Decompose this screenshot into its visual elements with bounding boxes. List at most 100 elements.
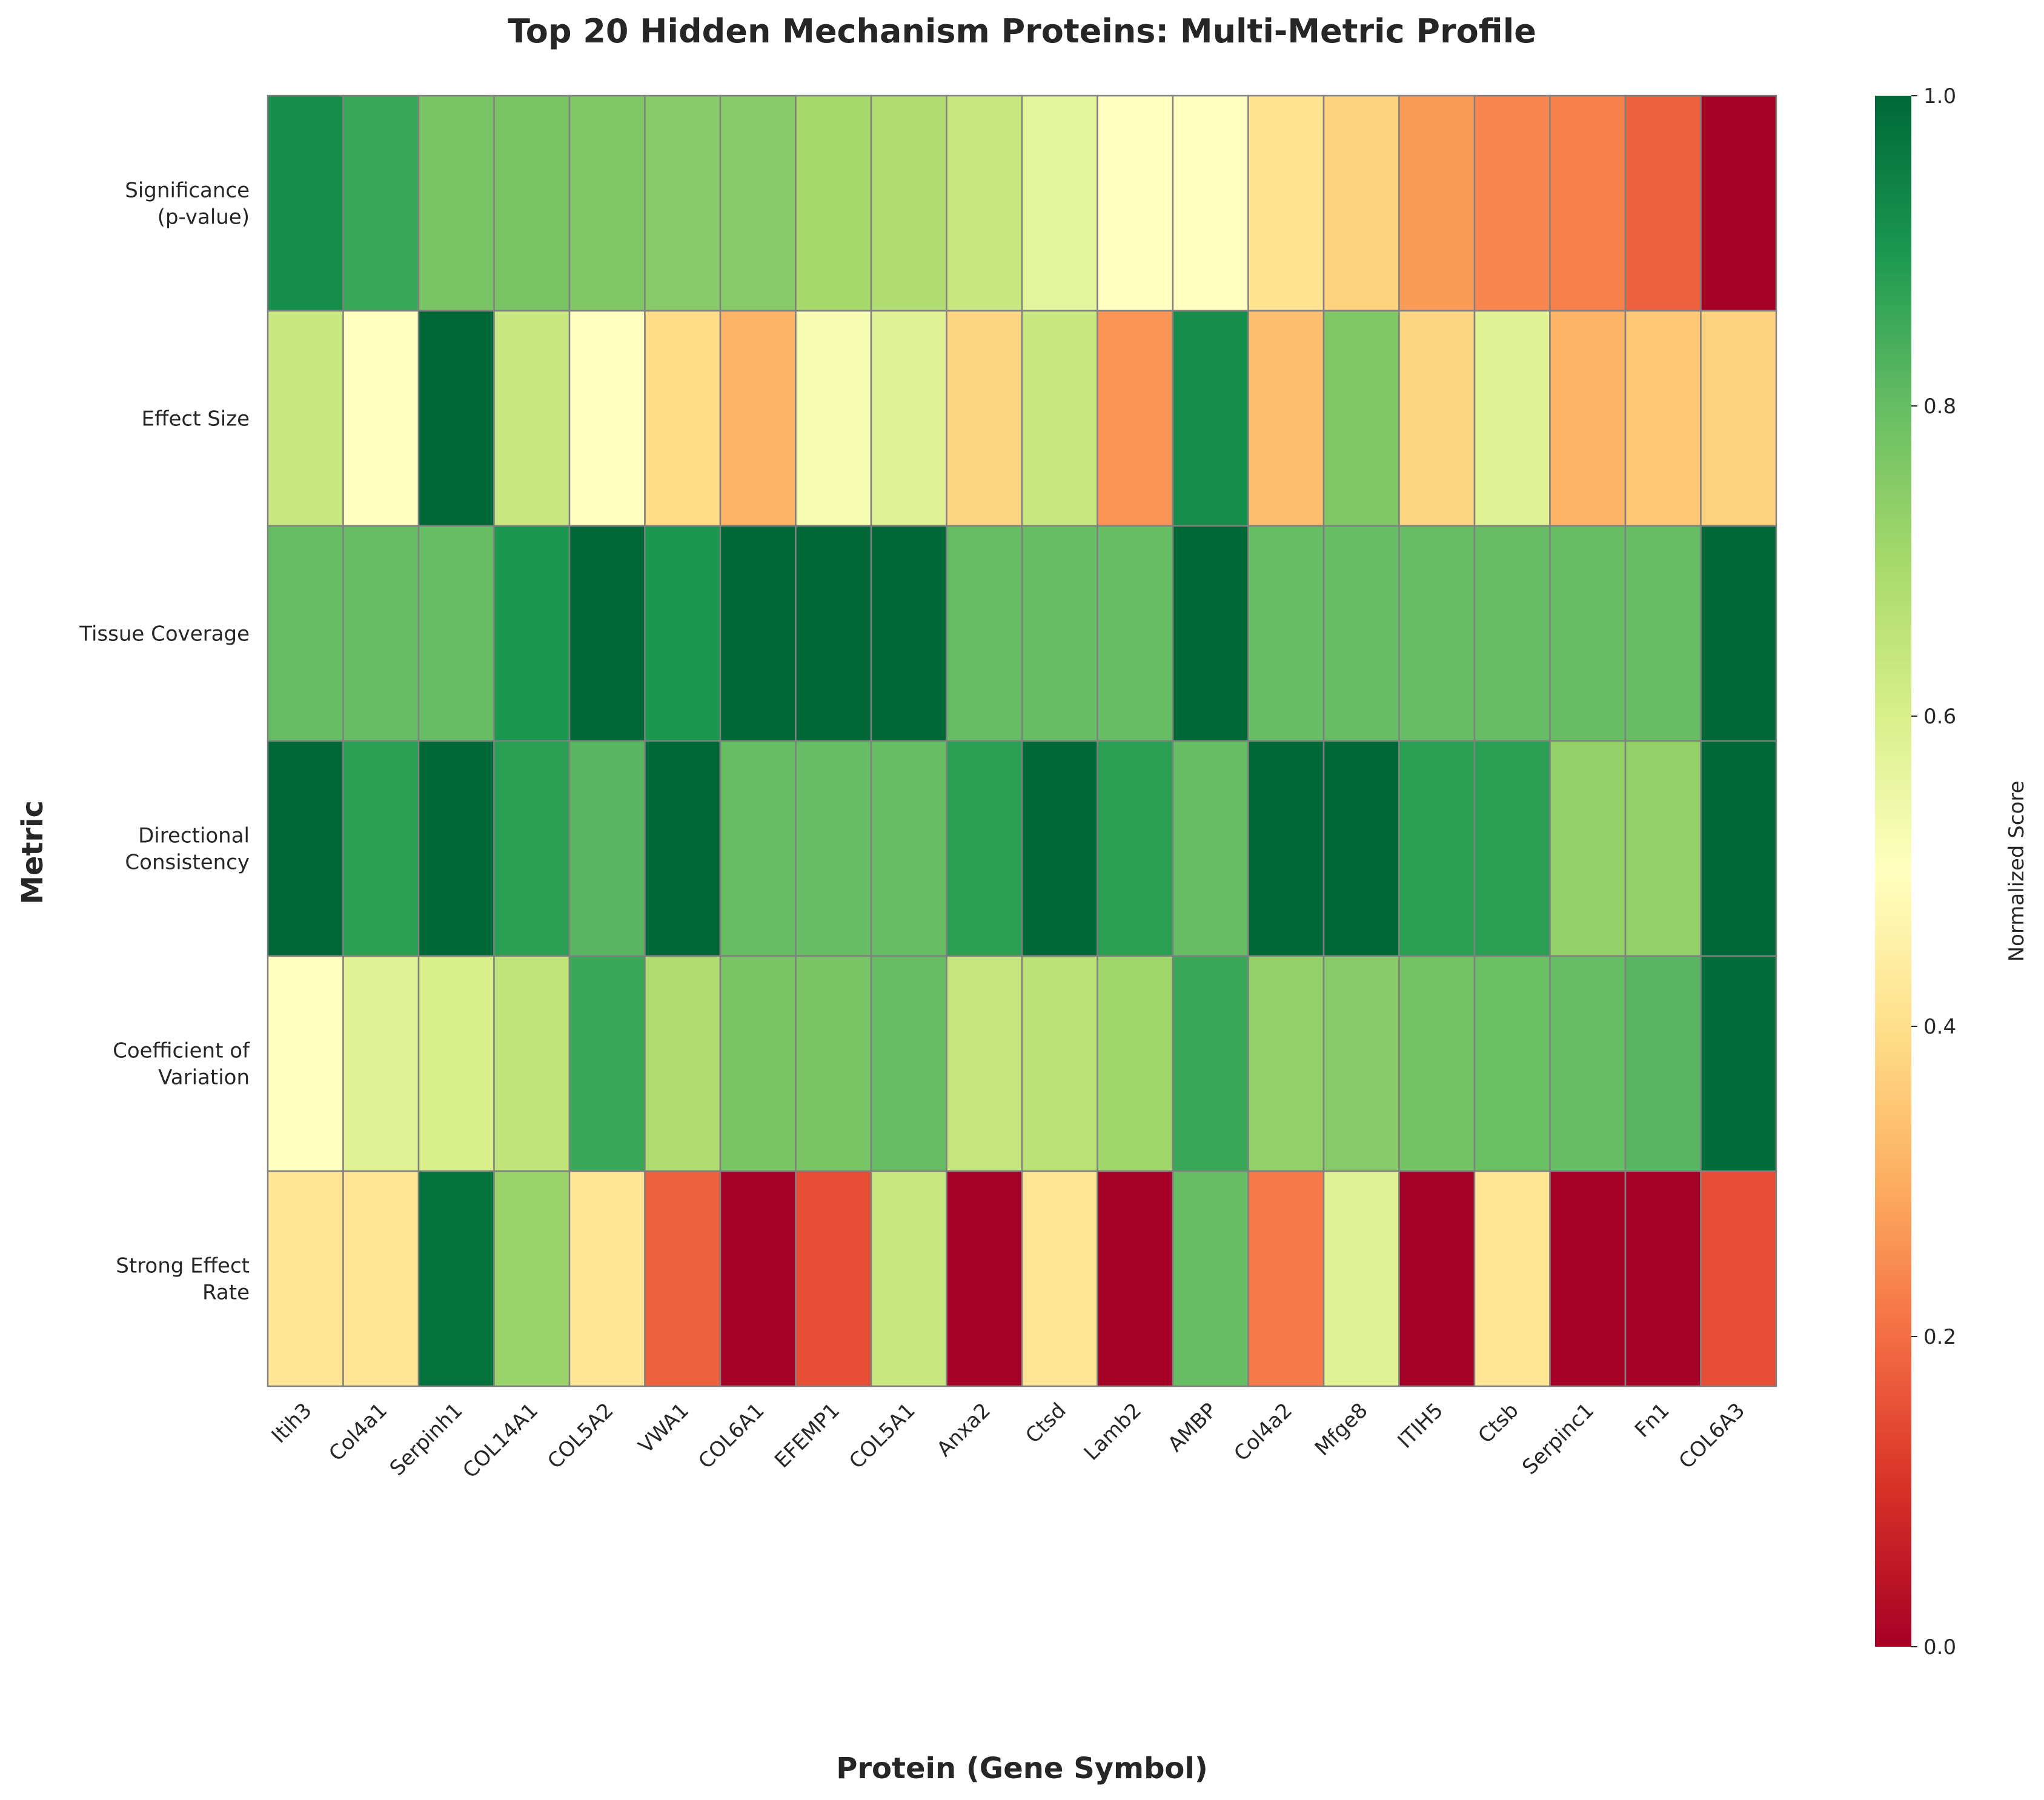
heatmap-cell xyxy=(342,1170,420,1387)
heatmap-cell xyxy=(568,1170,646,1387)
y-tick-labels: Significance (p-value) Effect Size Tissue C… xyxy=(79,179,250,1305)
heatmap-cell xyxy=(795,740,872,957)
heatmap-cell xyxy=(1473,95,1551,312)
heatmap-cell xyxy=(1700,740,1777,957)
heatmap-cell xyxy=(1247,95,1325,312)
heatmap-cell xyxy=(1097,310,1174,527)
heatmap-cell xyxy=(644,310,722,527)
heatmap-cell xyxy=(1398,95,1476,312)
x-tick-label: VWA1 xyxy=(634,1398,694,1458)
heatmap-cell xyxy=(568,310,646,527)
heatmap-cell xyxy=(1624,310,1702,527)
heatmap-cell xyxy=(267,955,344,1172)
heatmap-cell xyxy=(1398,740,1476,957)
x-tick-label: Ctsd xyxy=(1021,1398,1070,1448)
colorbar-tick-label: 0.6 xyxy=(1923,705,1956,729)
heatmap-cell xyxy=(1398,1170,1476,1387)
colorbar-ticks: 0.0 0.2 0.4 0.6 0.8 1.0 xyxy=(1911,84,1956,1659)
heatmap-cell xyxy=(1700,525,1777,742)
heatmap-cell xyxy=(1549,525,1627,742)
heatmap-cell xyxy=(1247,1170,1325,1387)
heatmap-cell xyxy=(1322,1170,1400,1387)
heatmap-cell xyxy=(1398,310,1476,527)
x-tick-label: AMBP xyxy=(1163,1398,1221,1456)
heatmap-cell xyxy=(1322,740,1400,957)
heatmap-cell xyxy=(719,310,797,527)
heatmap-cell xyxy=(417,525,495,742)
x-tick-label: Ctsb xyxy=(1473,1398,1523,1448)
heatmap-cell xyxy=(342,740,420,957)
colorbar-tick-label: 0.2 xyxy=(1923,1325,1956,1349)
heatmap-cell xyxy=(870,95,947,312)
heatmap-cell xyxy=(1172,955,1249,1172)
x-tick-label: COL6A3 xyxy=(1674,1398,1750,1473)
heatmap-cell xyxy=(1624,740,1702,957)
heatmap-cell xyxy=(568,740,646,957)
heatmap-cell xyxy=(795,95,872,312)
y-axis-label: Metric xyxy=(16,800,50,905)
x-tick-label: Fn1 xyxy=(1630,1398,1674,1443)
heatmap-cell xyxy=(870,525,947,742)
heatmap-cell xyxy=(1021,525,1098,742)
heatmap-cell xyxy=(719,525,797,742)
y-tick-label: Effect Size xyxy=(142,407,250,431)
heatmap-cell xyxy=(946,525,1023,742)
heatmap-cell xyxy=(644,1170,722,1387)
heatmap-cell xyxy=(870,1170,947,1387)
heatmap-cell xyxy=(1624,95,1702,312)
heatmap-cell xyxy=(267,1170,344,1387)
x-tick-label: EFEMP1 xyxy=(770,1398,844,1473)
heatmap-cell xyxy=(1322,525,1400,742)
heatmap-cell xyxy=(644,525,722,742)
heatmap-cell xyxy=(644,955,722,1172)
heatmap-cell xyxy=(1398,525,1476,742)
x-tick-label: Col4a1 xyxy=(324,1398,392,1466)
heatmap-cell xyxy=(1473,310,1551,527)
heatmap-cells xyxy=(267,95,1777,1387)
heatmap-cell xyxy=(795,525,872,742)
colorbar: 0.0 0.2 0.4 0.6 0.8 1.0 Normalized Score xyxy=(1875,84,2029,1659)
heatmap-cell xyxy=(1624,1170,1702,1387)
heatmap-cell xyxy=(1700,955,1777,1172)
heatmap-cell xyxy=(342,955,420,1172)
heatmap-cell xyxy=(1473,955,1551,1172)
heatmap-cell xyxy=(946,740,1023,957)
y-tick-label: Directional Consistency xyxy=(125,824,250,875)
heatmap-cell xyxy=(1021,95,1098,312)
colorbar-tick-label: 1.0 xyxy=(1923,84,1956,108)
x-tick-label: Itih3 xyxy=(267,1398,317,1448)
heatmap-cell xyxy=(342,525,420,742)
heatmap-cell xyxy=(1700,95,1777,312)
heatmap-cell xyxy=(1021,955,1098,1172)
heatmap-cell xyxy=(568,95,646,312)
heatmap-cell xyxy=(644,95,722,312)
heatmap-cell xyxy=(795,310,872,527)
heatmap-cell xyxy=(493,95,571,312)
chart-title: Top 20 Hidden Mechanism Proteins: Multi-… xyxy=(508,12,1536,50)
heatmap-cell xyxy=(946,95,1023,312)
heatmap-cell xyxy=(417,310,495,527)
heatmap-cell xyxy=(870,955,947,1172)
heatmap-cell xyxy=(1097,95,1174,312)
heatmap-cell xyxy=(795,955,872,1172)
x-tick-label: Col4a2 xyxy=(1229,1398,1297,1466)
heatmap-cell xyxy=(1172,740,1249,957)
heatmap-cell xyxy=(493,1170,571,1387)
heatmap-cell xyxy=(1247,310,1325,527)
heatmap-cell xyxy=(870,310,947,527)
x-tick-label: COL6A1 xyxy=(694,1398,769,1473)
heatmap-cell xyxy=(1172,525,1249,742)
x-tick-label: COL5A1 xyxy=(844,1398,920,1473)
heatmap-cell xyxy=(417,95,495,312)
heatmap-cell xyxy=(1322,955,1400,1172)
x-tick-label: Anxa2 xyxy=(932,1398,995,1461)
heatmap-cell xyxy=(1097,955,1174,1172)
colorbar-label: Normalized Score xyxy=(2005,781,2029,962)
y-tick-label: Coefficient of Variation xyxy=(113,1039,250,1090)
y-tick-label: Tissue Coverage xyxy=(79,622,250,646)
heatmap-cell xyxy=(1247,740,1325,957)
heatmap-cell xyxy=(1473,1170,1551,1387)
x-tick-label: Serpinc1 xyxy=(1518,1398,1599,1480)
heatmap-cell xyxy=(1021,1170,1098,1387)
